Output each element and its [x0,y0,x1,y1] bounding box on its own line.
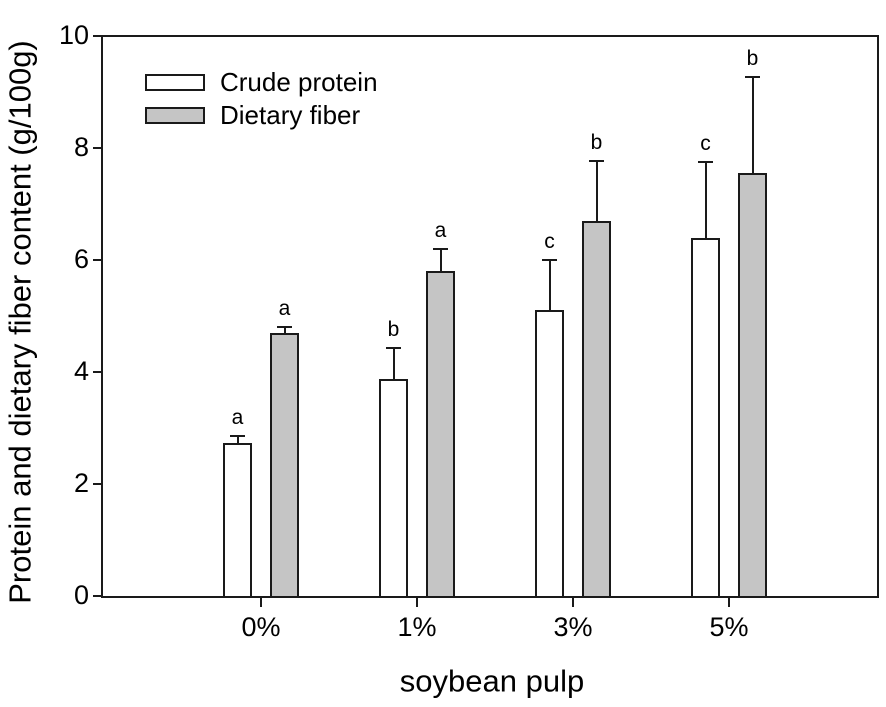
x-axis-tick [416,598,418,607]
crude-protein-swatch-icon [145,74,205,91]
dietary-fiber-bar [270,332,299,598]
significance-letter: c [544,230,555,253]
error-bar-line [283,327,286,333]
x-axis-tick [260,598,262,607]
error-bar-line [548,260,551,311]
error-bar-cap [589,159,604,162]
crude-protein-bar [691,237,720,598]
error-bar-line [704,162,707,238]
crude-protein-bar [535,310,564,598]
y-axis-tick [93,483,101,485]
error-bar-line [439,248,442,272]
crude-protein-bar [379,378,408,598]
error-bar-cap [542,259,557,261]
legend-label: Crude protein [220,67,378,97]
error-bar-line [236,435,239,444]
legend-label: Dietary fiber [220,100,361,130]
error-bar-cap [433,247,448,250]
significance-letter: c [700,132,711,155]
y-axis-title: Protein and dietary fiber content (g/100… [2,40,38,604]
crude-protein-bar [223,443,252,598]
dietary-fiber-swatch-icon [145,107,205,124]
y-axis-tick [93,595,101,597]
significance-letter: a [434,218,447,242]
x-axis-tick [728,598,730,607]
significance-letter: a [278,297,291,321]
y-axis-tick-label: 8 [73,132,89,162]
dietary-fiber-bar [738,173,767,598]
x-axis-tick-label: 1% [397,612,437,642]
y-axis-tick-label: 6 [73,244,89,274]
significance-letter: b [746,46,759,70]
y-axis-tick [93,35,101,37]
significance-letter: a [231,405,244,429]
error-bar-line [751,76,754,174]
significance-letter: b [387,317,400,341]
y-axis-tick-label: 2 [73,468,89,498]
x-axis-tick-label: 5% [709,612,749,642]
error-bar-line [392,347,395,379]
dietary-fiber-bar [582,220,611,598]
dietary-fiber-bar [426,271,455,598]
error-bar-cap [230,434,245,437]
error-bar-cap [277,326,292,329]
error-bar-line [595,160,598,221]
x-axis-tick [572,598,574,607]
x-axis-title: soybean pulp [399,663,585,699]
plot-area: 0 2 4 6 8 10 0% a a 1% b a 3% c b 5% c b [59,22,879,641]
y-axis-tick [93,371,101,373]
y-axis-tick-label: 4 [73,356,89,386]
x-axis-tick-label: 0% [241,612,281,642]
y-axis-tick-label: 0 [73,580,89,610]
error-bar-cap [745,75,760,78]
y-axis-tick [93,259,101,261]
error-bar-cap [386,346,401,349]
significance-letter: b [590,130,603,154]
y-axis-tick [93,147,101,149]
x-axis-tick-label: 3% [553,612,593,642]
y-axis-tick-label: 10 [58,20,89,50]
error-bar-cap [698,161,713,163]
